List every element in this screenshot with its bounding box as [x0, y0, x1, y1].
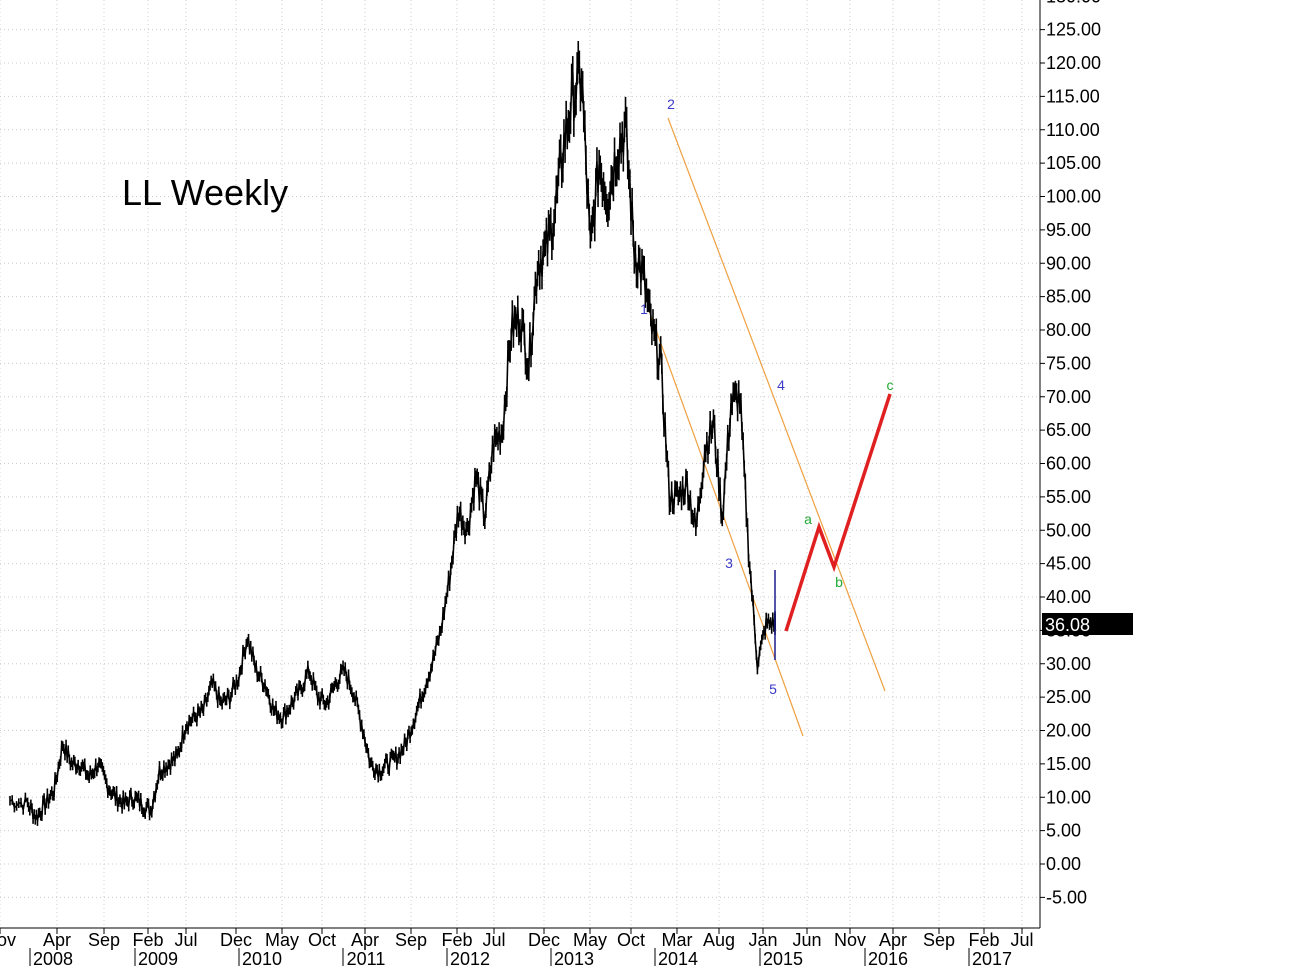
x-year-label: 2008 [33, 949, 73, 969]
x-tick-label: May [265, 930, 299, 950]
forecast-label-a: a [804, 511, 812, 527]
y-tick-label: 0.00 [1046, 854, 1081, 874]
y-tick-label: 115.00 [1046, 86, 1100, 106]
wave-label-3: 3 [725, 555, 733, 571]
x-tick-label: Nov [0, 930, 16, 950]
y-tick-label: 85.00 [1046, 287, 1091, 307]
y-tick-label: 120.00 [1046, 53, 1101, 73]
y-tick-label: 45.00 [1046, 554, 1091, 574]
x-tick-label: Oct [308, 930, 336, 950]
y-tick-label: 65.00 [1046, 420, 1091, 440]
y-tick-label: 55.00 [1046, 487, 1091, 507]
x-tick-label: Feb [968, 930, 999, 950]
y-tick-label: 60.00 [1046, 454, 1091, 474]
wave-label-4: 4 [777, 377, 785, 393]
wave-label-2: 2 [667, 96, 675, 112]
y-tick-label: 30.00 [1046, 654, 1091, 674]
y-tick-label: 95.00 [1046, 220, 1091, 240]
x-tick-label: Sep [923, 930, 955, 950]
wave-label-1: 1 [640, 301, 648, 317]
x-tick-label: Sep [395, 930, 427, 950]
y-tick-label: 40.00 [1046, 587, 1091, 607]
x-year-label: 2012 [450, 949, 490, 969]
forecast-label-b: b [835, 574, 843, 590]
y-tick-label: 105.00 [1046, 153, 1101, 173]
x-tick-label: May [573, 930, 607, 950]
x-tick-label: Apr [43, 930, 71, 950]
last-price-label: 36.08 [1045, 615, 1090, 635]
forecast-label-c: c [887, 377, 894, 393]
x-tick-label: Jul [174, 930, 197, 950]
y-tick-label: 80.00 [1046, 320, 1091, 340]
x-tick-label: Oct [617, 930, 645, 950]
y-tick-label: 130.00 [1046, 0, 1101, 6]
y-tick-label: 20.00 [1046, 721, 1091, 741]
x-year-label: 2016 [868, 949, 908, 969]
y-tick-label: 10.00 [1046, 787, 1091, 807]
x-tick-label: Jul [1010, 930, 1033, 950]
x-tick-label: Dec [528, 930, 560, 950]
x-tick-label: Jun [792, 930, 821, 950]
x-tick-label: Apr [879, 930, 907, 950]
x-year-label: 2011 [347, 949, 386, 969]
x-tick-label: Aug [703, 930, 735, 950]
x-tick-label: Jul [482, 930, 505, 950]
y-tick-label: 125.00 [1046, 20, 1101, 40]
x-year-label: 2009 [138, 949, 178, 969]
x-tick-label: Apr [351, 930, 379, 950]
y-tick-label: 25.00 [1046, 687, 1091, 707]
x-year-label: 2013 [554, 949, 594, 969]
x-tick-label: Jan [748, 930, 777, 950]
y-tick-label: 5.00 [1046, 821, 1081, 841]
x-tick-label: Mar [662, 930, 693, 950]
x-tick-label: Feb [132, 930, 163, 950]
chart-title: LL Weekly [122, 172, 288, 213]
x-tick-label: Sep [88, 930, 120, 950]
wave-label-5: 5 [769, 681, 777, 697]
x-year-label: 2010 [242, 949, 282, 969]
y-tick-label: 75.00 [1046, 353, 1091, 373]
y-tick-label: 50.00 [1046, 520, 1091, 540]
y-tick-label: 100.00 [1046, 187, 1101, 207]
x-tick-label: Feb [441, 930, 472, 950]
x-year-label: 2015 [763, 949, 803, 969]
x-tick-label: Nov [834, 930, 866, 950]
y-tick-label: -5.00 [1046, 887, 1087, 907]
y-tick-label: 70.00 [1046, 387, 1091, 407]
x-tick-label: Dec [220, 930, 252, 950]
y-tick-label: 110.00 [1046, 120, 1100, 140]
y-tick-label: 15.00 [1046, 754, 1091, 774]
x-year-label: 2017 [972, 949, 1012, 969]
x-year-label: 2014 [658, 949, 698, 969]
y-tick-label: 90.00 [1046, 253, 1091, 273]
